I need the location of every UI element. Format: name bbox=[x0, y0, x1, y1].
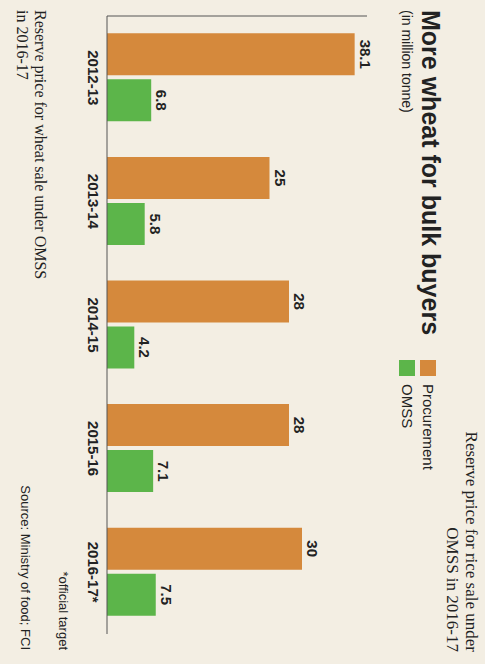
svg-text:2014-15: 2014-15 bbox=[85, 297, 102, 352]
html-text:More wheat for bulk buyers: More wheat for bulk buyers bbox=[417, 10, 445, 336]
html-text:Reserve price for wheat sale u: Reserve price for wheat sale under OMSS … bbox=[14, 10, 49, 280]
svg-text:2012-13: 2012-13 bbox=[85, 50, 102, 105]
html-text:Procurement: Procurement bbox=[420, 384, 437, 470]
svg-text:28: 28 bbox=[291, 417, 308, 434]
svg-text:30: 30 bbox=[304, 540, 321, 557]
svg-text:38.1: 38.1 bbox=[357, 40, 374, 69]
svg-text:2015-16: 2015-16 bbox=[85, 421, 102, 476]
html-text:OMSS: OMSS bbox=[399, 384, 416, 429]
svg-text:28: 28 bbox=[291, 293, 308, 310]
html-text:Source: Ministry of food; FCI: Source: Ministry of food; FCI bbox=[18, 485, 33, 650]
svg-text:7.1: 7.1 bbox=[155, 461, 172, 482]
html-text:(in million tonne): (in million tonne) bbox=[399, 10, 415, 113]
html-text:Reserve price for rice sale un: Reserve price for rice sale under OMSS i… bbox=[443, 431, 481, 652]
svg-text:5.8: 5.8 bbox=[147, 213, 164, 234]
svg-text:6.8: 6.8 bbox=[153, 90, 170, 111]
html-text:*official target: *official target bbox=[56, 571, 71, 650]
svg-text:25: 25 bbox=[272, 170, 289, 187]
svg-text:2016-17*: 2016-17* bbox=[85, 542, 102, 603]
svg-text:7.5: 7.5 bbox=[158, 584, 175, 605]
svg-text:4.2: 4.2 bbox=[136, 337, 153, 358]
svg-text:2013-14: 2013-14 bbox=[85, 174, 102, 230]
